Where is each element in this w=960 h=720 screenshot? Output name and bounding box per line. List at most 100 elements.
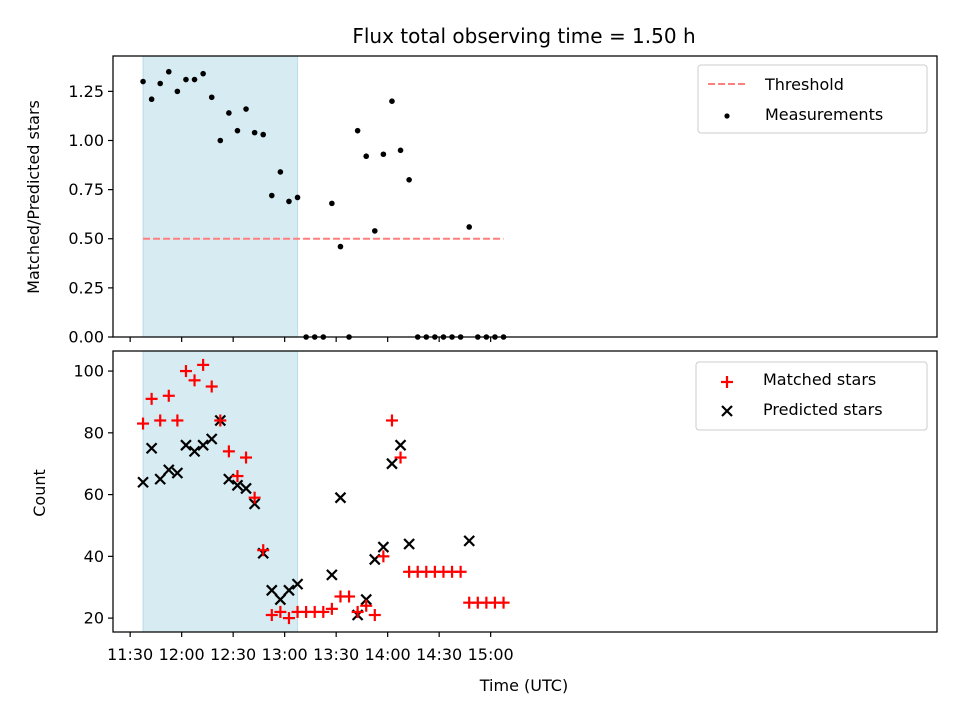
legend-measurements-swatch [724, 113, 730, 119]
x-tick-label: 13:00 [262, 645, 308, 664]
chart-title: Flux total observing time = 1.50 h [352, 24, 695, 48]
measurement-point [165, 68, 172, 75]
matched-star-marker [325, 602, 338, 615]
predicted-marker-stroke [283, 584, 295, 597]
predicted-star-marker [360, 593, 372, 606]
count-y-ticks: 20 40 60 80 100 [73, 362, 113, 628]
legend-matched-label: Matched stars [763, 370, 876, 389]
predicted-marker-stroke [145, 442, 158, 455]
predicted-marker-stroke [188, 445, 201, 458]
predicted-marker-stroke [154, 473, 166, 485]
y-tick-label: 1.00 [68, 131, 104, 150]
matched-star-marker [343, 590, 356, 603]
matched-star-marker [162, 389, 175, 402]
matched-star-marker [154, 414, 167, 427]
count-legend: Matched stars Predicted stars [695, 361, 928, 431]
measurement-point [157, 80, 164, 87]
observing-window-shade [142, 350, 299, 633]
ratio-legend-box [697, 64, 928, 134]
predicted-star-marker [240, 482, 252, 495]
matched-star-marker [274, 605, 287, 618]
x-tick-label: 14:00 [365, 645, 411, 664]
predicted-star-marker [188, 445, 201, 458]
measurement-point [234, 127, 241, 134]
matched-star-marker [145, 392, 158, 405]
shaded-interval-rect [142, 350, 299, 633]
matched-star-marker [231, 470, 244, 483]
matched-star-marker [394, 451, 407, 464]
matched-star-marker [188, 374, 201, 387]
predicted-marker-stroke [334, 491, 347, 504]
y-tick-label: 100 [73, 362, 104, 381]
matched-star-marker [368, 609, 381, 622]
legend-predicted-swatch [721, 405, 733, 417]
count-axes: 20 40 60 80 100 11:30 12:00 12:30 13:00 13:30 14:… [30, 350, 938, 695]
measurement-point [226, 110, 232, 116]
legend-threshold-label: Threshold [764, 75, 844, 94]
measurement-point [251, 129, 258, 136]
ratio-y-ticks: 0.00 0.25 0.50 0.75 1.00 1.25 [68, 82, 113, 347]
predicted-star-marker [283, 584, 295, 597]
measurement-point [406, 176, 412, 183]
matched-star-marker [197, 358, 210, 371]
matched-star-marker [222, 445, 235, 458]
matched-star-marker [214, 414, 227, 427]
predicted-star-marker [145, 442, 158, 455]
matched-star-markers [137, 358, 510, 625]
predicted-marker-stroke [248, 498, 261, 510]
predicted-star-marker [326, 569, 338, 581]
x-tick-label: 14:30 [416, 645, 462, 664]
matched-star-marker [179, 365, 192, 378]
measurement-point [208, 94, 215, 101]
measurement-point [268, 192, 275, 199]
measurement-point [363, 153, 370, 160]
predicted-marker-stroke [386, 457, 398, 470]
predicted-star-marker [386, 457, 398, 470]
y-tick-label: 1.25 [68, 82, 104, 101]
predicted-star-marker [197, 439, 209, 451]
predicted-star-marker [248, 498, 261, 510]
predicted-star-marker [377, 541, 390, 553]
predicted-star-marker [463, 535, 475, 547]
x-tick-label: 13:30 [313, 645, 359, 664]
legend-measurements-label: Measurements [765, 105, 883, 124]
measurement-point [183, 76, 189, 83]
measurement-point [380, 151, 387, 158]
matched-star-marker [171, 414, 184, 427]
measurement-points [140, 68, 507, 340]
predicted-marker-stroke [266, 584, 278, 597]
matched-star-marker [385, 414, 398, 427]
ratio-axes-frame [112, 55, 938, 338]
measurement-point [329, 200, 335, 207]
measurement-point [191, 76, 198, 83]
measurement-point [397, 147, 404, 154]
ratio-legend: Threshold Measurements [697, 64, 928, 134]
measurement-point [174, 88, 181, 95]
y-tick-label: 0.50 [68, 229, 104, 248]
predicted-star-marker [394, 439, 407, 451]
legend-predicted-label: Predicted stars [763, 400, 883, 419]
matched-star-marker [497, 596, 510, 609]
predicted-marker-stroke [403, 538, 415, 550]
matched-star-marker [205, 380, 218, 393]
y-tick-label: 20 [84, 609, 104, 628]
predicted-marker-stroke [171, 467, 184, 479]
measurement-point [389, 98, 395, 104]
x-tick-label: 12:30 [210, 645, 256, 664]
measurement-point [294, 194, 301, 201]
y-tick-label: 0.25 [68, 278, 104, 297]
legend-matched-swatch [721, 376, 733, 388]
matched-star-marker [282, 612, 295, 625]
measurement-point [200, 70, 206, 77]
count-y-axis-label: Count [30, 469, 49, 517]
measurement-point [354, 127, 361, 134]
matched-star-marker [454, 565, 467, 578]
predicted-marker-stroke [180, 439, 192, 451]
measurement-point [140, 78, 146, 85]
predicted-star-marker [291, 578, 304, 590]
y-tick-label: 80 [84, 423, 104, 442]
x-tick-label: 12:00 [159, 645, 205, 664]
predicted-marker-stroke [377, 541, 390, 553]
predicted-star-marker [180, 439, 192, 451]
matched-star-marker [240, 451, 253, 464]
